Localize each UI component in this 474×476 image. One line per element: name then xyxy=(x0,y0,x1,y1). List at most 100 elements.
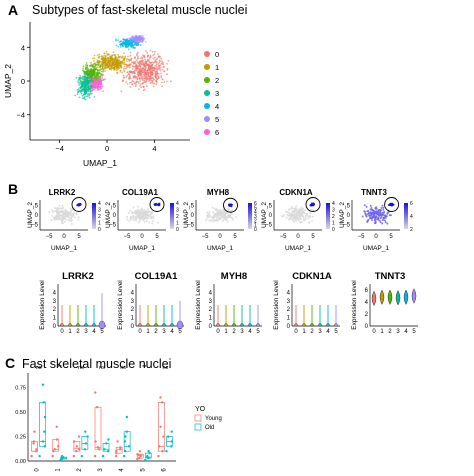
feature-point xyxy=(132,216,135,219)
feature-point xyxy=(371,219,373,221)
box-point xyxy=(123,450,127,453)
umap-point xyxy=(160,76,163,79)
feature-point xyxy=(285,216,288,219)
umap-point xyxy=(81,88,84,91)
umap-legend-label-6: 6 xyxy=(215,128,219,137)
box-point xyxy=(77,435,81,438)
umap-point xyxy=(117,39,119,42)
colorbar-tick-label: 1 xyxy=(98,221,101,227)
umap-legend-key-2 xyxy=(204,77,210,83)
umap-point xyxy=(144,77,147,79)
umap-point xyxy=(139,60,141,63)
umap-point xyxy=(110,57,113,60)
feature-point xyxy=(304,209,307,212)
umap-point xyxy=(126,71,129,73)
umap-point xyxy=(119,55,122,58)
violin-shape xyxy=(411,288,417,304)
feature-point xyxy=(140,211,143,214)
umap-point xyxy=(111,67,113,70)
umap-point xyxy=(87,75,89,78)
box-legend-key-young xyxy=(194,414,202,422)
umap-point xyxy=(97,85,100,88)
umap-point xyxy=(117,56,119,59)
feature-point xyxy=(361,215,364,218)
violin-x-tick-label: 5 xyxy=(334,329,338,335)
feature-point xyxy=(141,218,144,221)
umap-point xyxy=(93,72,96,75)
panel-c-label: C xyxy=(5,355,16,371)
feature-point xyxy=(298,208,301,210)
violin-x-tick-label: 3 xyxy=(318,329,322,335)
umap-point xyxy=(79,74,81,77)
feature-point xyxy=(381,222,384,225)
violin-x-tick-label: 3 xyxy=(240,329,244,335)
umap-point xyxy=(150,69,153,71)
feature-point xyxy=(377,214,380,216)
umap-point xyxy=(141,56,143,59)
feature-point xyxy=(143,220,146,223)
feature-point xyxy=(222,219,224,222)
box-legend-title: YO xyxy=(195,406,206,413)
umap-point xyxy=(76,89,79,91)
box-point xyxy=(157,454,160,458)
feature-point xyxy=(228,214,231,216)
umap-point xyxy=(137,44,139,46)
feature-x-tick-label: 0 xyxy=(140,234,144,240)
feature-y-tick-label: 0 xyxy=(269,213,273,219)
feature-point xyxy=(213,220,216,223)
feature-point xyxy=(363,210,366,213)
umap-point xyxy=(120,65,122,68)
box-point xyxy=(148,451,151,455)
umap-point xyxy=(139,80,142,82)
umap-point xyxy=(154,64,157,67)
umap-point xyxy=(120,90,123,93)
feature-point xyxy=(382,208,385,211)
feature-point xyxy=(215,219,218,222)
feature-point xyxy=(298,212,301,215)
umap-point xyxy=(152,69,155,72)
box-point xyxy=(72,454,76,458)
feature-point xyxy=(221,209,224,212)
violin-x-tick-label: 3 xyxy=(84,329,88,335)
umap-x-axis-label: UMAP_1 xyxy=(83,158,117,168)
umap-point xyxy=(149,56,152,58)
umap-point xyxy=(90,62,92,64)
feature-point xyxy=(136,213,139,216)
feature-point xyxy=(141,213,144,216)
violin-y-tick-label: 4 xyxy=(209,290,213,296)
feature-point xyxy=(293,217,296,220)
umap-point xyxy=(117,63,120,66)
umap-point xyxy=(114,56,117,59)
feature-point xyxy=(383,210,386,213)
umap-point xyxy=(77,82,80,85)
umap-point xyxy=(82,65,85,68)
umap-point xyxy=(130,59,133,62)
violin-x-tick-label: 5 xyxy=(412,329,416,335)
violin-y-tick-label: 3 xyxy=(209,299,213,305)
umap-point xyxy=(159,64,162,67)
umap-point xyxy=(135,44,138,47)
feature-point xyxy=(223,214,226,217)
feature-point xyxy=(384,216,387,219)
umap-point xyxy=(94,86,97,88)
umap-point xyxy=(140,63,143,66)
umap-point xyxy=(146,64,149,67)
umap-point xyxy=(148,67,150,69)
colorbar-tick-label: 4 xyxy=(332,201,335,207)
box-point xyxy=(136,452,139,456)
box-y-tick-label: 0.50 xyxy=(15,410,26,416)
feature-point xyxy=(56,206,59,209)
umap-y-axis-label: UMAP_2 xyxy=(3,64,13,98)
umap-point xyxy=(85,62,88,64)
umap-point xyxy=(121,62,124,65)
feature-point xyxy=(306,214,309,217)
umap-legend-label-2: 2 xyxy=(215,76,219,85)
feature-point xyxy=(53,218,56,221)
feature-point xyxy=(369,208,372,211)
violin-base xyxy=(294,323,298,327)
feature-point xyxy=(213,213,215,216)
violin-y-tick-label: 3 xyxy=(131,299,135,305)
umap-point xyxy=(155,80,158,82)
feature-point xyxy=(64,210,67,213)
feature-point xyxy=(70,216,73,218)
